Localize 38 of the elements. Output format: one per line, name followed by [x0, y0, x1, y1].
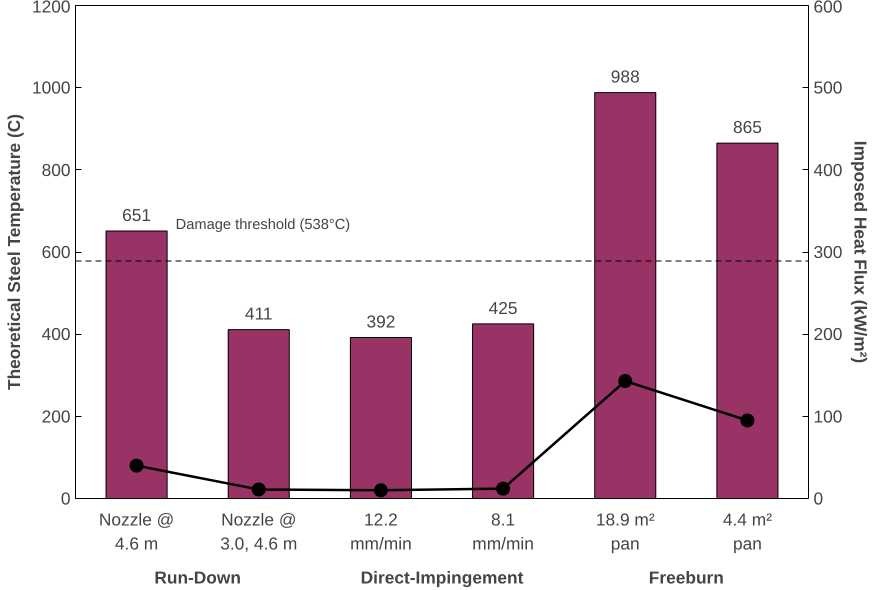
y2-tick-label: 600	[814, 0, 842, 16]
y2-tick-label: 200	[814, 324, 842, 344]
data-label: 425	[488, 298, 518, 318]
y-tick-label: 200	[42, 406, 71, 426]
data-label: 988	[610, 66, 640, 87]
text: Run-Down	[154, 568, 241, 588]
point	[618, 374, 632, 388]
point	[252, 482, 266, 496]
data-label: 865	[732, 117, 762, 138]
data-label: 392	[366, 311, 396, 332]
point	[130, 458, 144, 473]
y-tick-label: 800	[42, 160, 71, 180]
ref-line-label: Damage threshold (538°C)	[176, 217, 350, 234]
data-label: 651	[122, 205, 152, 226]
y2-tick-label: 500	[814, 78, 842, 98]
y-tick-label: 1200	[32, 0, 71, 16]
y-tick-label: 400	[42, 324, 71, 344]
x-tick-label: 12.2 mm/min	[350, 510, 412, 554]
text: Freeburn	[648, 568, 724, 588]
y2-axis-title: Imposed Heat Flux (kW/m²)	[850, 140, 870, 364]
point	[374, 483, 388, 498]
y-axis-title: Theoretical Steel Temperature (C)	[4, 114, 24, 390]
x-tick-label: 18.9 m² pan	[596, 510, 655, 554]
x-tick-label: Nozzle @ 4.6 m	[98, 510, 174, 554]
y2-tick-label: 300	[814, 242, 842, 262]
y2-tick-label: 100	[814, 406, 842, 426]
y2-tick-label: 0	[814, 488, 824, 508]
y-tick-label: 0	[60, 488, 71, 508]
y-tick-label: 600	[42, 242, 71, 262]
point	[740, 413, 754, 428]
text: Direct-Impingement	[360, 568, 524, 588]
y-tick-label: 1000	[32, 78, 71, 98]
x-tick-label: 8.1 mm/min	[472, 510, 534, 554]
x-tick-label: Nozzle @ 3.0, 4.6 m	[220, 510, 298, 554]
y2-tick-label: 400	[814, 160, 842, 180]
x-tick-label: 4.4 m² pan	[722, 510, 772, 554]
point	[496, 482, 510, 496]
data-label: 411	[244, 304, 273, 324]
